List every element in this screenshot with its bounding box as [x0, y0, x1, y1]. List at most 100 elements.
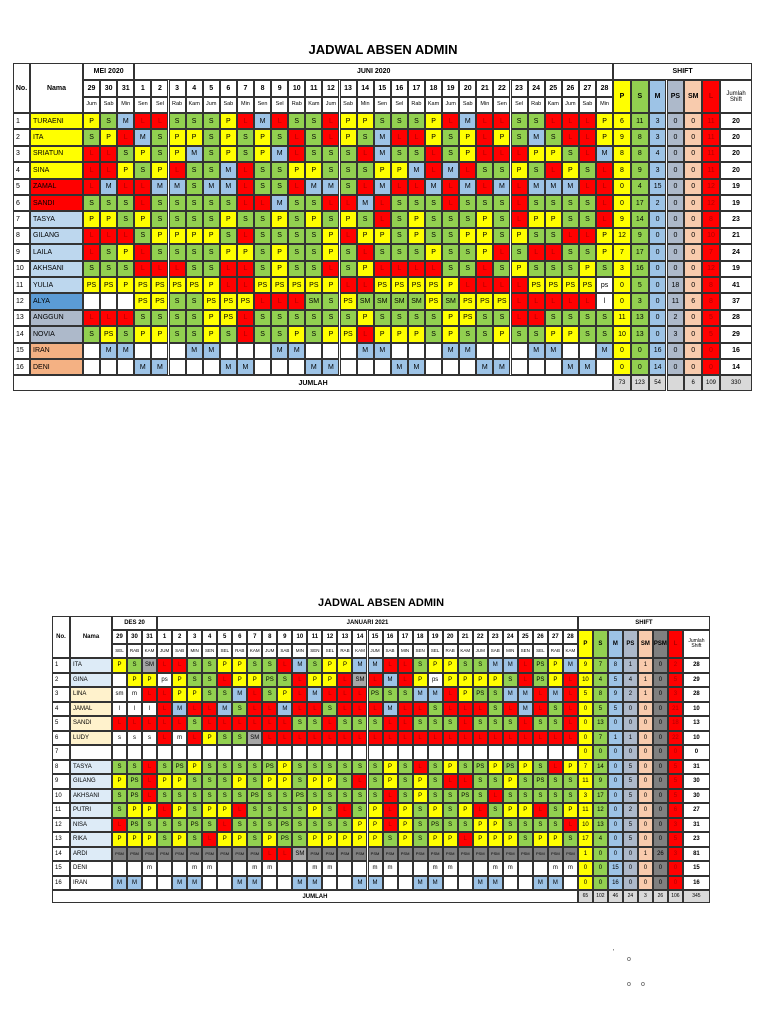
schedule-cell: M — [307, 687, 323, 702]
schedule-cell — [247, 745, 263, 760]
shift-column-header: PSM — [652, 630, 668, 658]
schedule-cell: m — [547, 861, 563, 876]
schedule-cell: P — [397, 817, 413, 832]
day-header: 9 — [277, 630, 293, 644]
schedule-cell: M — [407, 162, 425, 179]
row-total: 41 — [719, 277, 753, 294]
shift-count: 1 — [622, 658, 638, 673]
schedule-cell — [134, 342, 152, 359]
shift-count: 17 — [577, 832, 593, 847]
shift-column-header: L — [667, 630, 683, 658]
shift-count: 5 — [667, 788, 683, 803]
schedule-cell: S — [292, 759, 308, 774]
shift-count: 0 — [667, 745, 683, 760]
row-number: 10 — [13, 260, 30, 277]
schedule-cell: S — [202, 774, 218, 789]
schedule-cell: S — [457, 658, 473, 673]
day-header: 10 — [288, 80, 306, 97]
schedule-cell: M — [425, 178, 443, 195]
shift-count: 5 — [667, 832, 683, 847]
schedule-cell: ps — [427, 672, 443, 687]
schedule-cell: S — [187, 716, 203, 731]
shift-count: 3 — [667, 846, 683, 861]
schedule-cell: PSM — [157, 846, 173, 861]
schedule-cell: S — [532, 817, 548, 832]
schedule-cell: L — [307, 730, 323, 745]
row-total: 0 — [682, 745, 710, 760]
header-cell: No. — [13, 63, 30, 113]
schedule-cell: l — [127, 701, 143, 716]
schedule-cell: P — [202, 730, 218, 745]
schedule-cell: S — [425, 309, 443, 327]
schedule-cell: L — [134, 178, 152, 195]
shift-count: 8 — [607, 658, 623, 673]
schedule-cell: S — [547, 803, 563, 818]
schedule-cell: PS — [172, 759, 188, 774]
schedule-cell — [254, 359, 272, 376]
schedule-cell: L — [373, 211, 391, 228]
schedule-cell: S — [397, 759, 413, 774]
schedule-cell: S — [407, 113, 425, 130]
schedule-cell: L — [367, 672, 383, 687]
schedule-cell: P — [407, 211, 425, 228]
schedule-cell: SM — [390, 293, 408, 310]
schedule-cell: S — [236, 145, 254, 163]
schedule-cell: M — [493, 359, 511, 376]
shift-count: 0 — [613, 277, 631, 294]
schedule-cell: S — [596, 309, 614, 327]
day-header: 28 — [596, 80, 614, 97]
schedule-cell: P — [517, 759, 533, 774]
schedule-cell: PSM — [487, 846, 503, 861]
schedule-cell — [373, 359, 391, 376]
schedule-cell: M — [412, 875, 428, 890]
schedule-cell: S — [412, 716, 428, 731]
schedule-cell: M — [596, 342, 614, 359]
schedule-cell: L — [442, 195, 460, 212]
schedule-cell: S — [352, 759, 368, 774]
schedule-cell: S — [151, 244, 169, 261]
schedule-cell: S — [202, 129, 220, 146]
day-header: 23 — [487, 630, 503, 644]
shift-count: 0 — [637, 730, 653, 745]
shift-count: 0 — [652, 716, 668, 731]
schedule-cell: S — [307, 788, 323, 803]
month-header: JANUARI 2021 — [157, 616, 578, 630]
schedule-cell: L — [596, 195, 614, 212]
shift-count: 10 — [577, 672, 593, 687]
schedule-cell: L — [578, 113, 596, 130]
shift-count: 0 — [666, 244, 685, 261]
day-header: 6 — [232, 630, 248, 644]
shift-count: 7 — [613, 244, 631, 261]
shift-column-header: SM — [637, 630, 653, 658]
schedule-cell: L — [236, 113, 254, 130]
shift-count: 12 — [702, 195, 720, 212]
schedule-cell: L — [236, 260, 254, 277]
schedule-cell: P — [271, 260, 289, 277]
day-header: 19 — [427, 630, 443, 644]
shift-count: 0 — [667, 861, 683, 876]
weekday-header: Sen — [254, 97, 272, 113]
row-number: 5 — [52, 716, 70, 731]
schedule-cell: PS — [185, 277, 203, 294]
schedule-cell: S — [532, 716, 548, 731]
row-total: 16 — [719, 342, 753, 359]
row-name: SANDI — [30, 195, 83, 212]
schedule-cell: M — [442, 162, 460, 179]
schedule-cell: S — [578, 244, 596, 261]
weekday-header: JUM — [157, 644, 173, 658]
schedule-cell: S — [277, 788, 293, 803]
shift-count: 11 — [577, 774, 593, 789]
schedule-cell: P — [390, 326, 408, 343]
column-total: 109 — [702, 375, 720, 392]
schedule-cell: L — [578, 227, 596, 245]
schedule-cell: S — [232, 788, 248, 803]
schedule-cell: L — [112, 817, 128, 832]
schedule-cell — [561, 342, 579, 359]
schedule-cell: P — [510, 260, 528, 277]
schedule-cell: L — [277, 730, 293, 745]
schedule-cell: L — [510, 195, 528, 212]
schedule-cell: L — [83, 178, 101, 195]
schedule-cell — [517, 745, 533, 760]
schedule-cell: L — [157, 716, 173, 731]
schedule-cell: m — [142, 861, 158, 876]
